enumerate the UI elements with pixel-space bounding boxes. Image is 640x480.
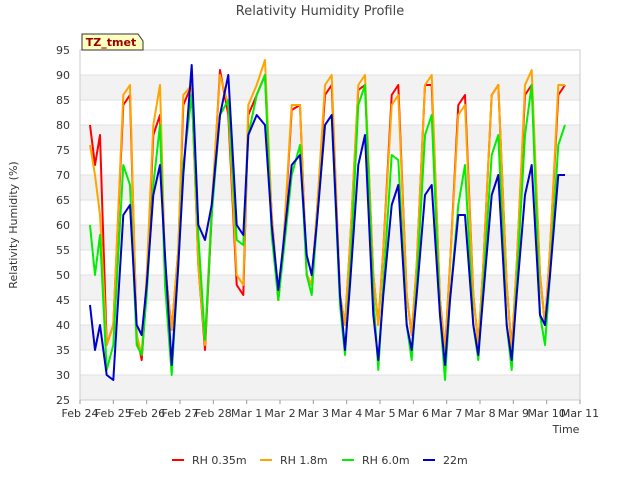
x-tick-label: Mar 2 xyxy=(264,407,295,420)
legend-entry: RH 0.35m xyxy=(192,454,247,467)
legend-entry: RH 1.8m xyxy=(280,454,328,467)
y-tick-label: 45 xyxy=(56,294,70,307)
x-tick-label: Mar 5 xyxy=(364,407,395,420)
y-tick-label: 75 xyxy=(56,144,70,157)
y-tick-label: 55 xyxy=(56,244,70,257)
site-badge-label: TZ_tmet xyxy=(86,36,136,49)
chart-title: Relativity Humidity Profile xyxy=(236,4,404,19)
series-line-22m xyxy=(89,64,565,381)
x-tick-label: Feb 25 xyxy=(95,407,132,420)
site-badge: TZ_tmet xyxy=(81,33,144,51)
x-tick-label: Feb 26 xyxy=(128,407,165,420)
y-tick-label: 95 xyxy=(56,44,70,57)
y-axis-ticks: 25 30 35 40 45 50 55 60 65 70 75 80 85 90 95 xyxy=(56,44,70,407)
x-tick-label: Mar 4 xyxy=(331,407,362,420)
y-tick-label: 50 xyxy=(56,269,70,282)
x-tick-label: Mar 6 xyxy=(398,407,429,420)
y-tick-label: 65 xyxy=(56,194,70,207)
x-tick-label: Mar 3 xyxy=(298,407,329,420)
y-tick-label: 60 xyxy=(56,219,70,232)
series-lines xyxy=(89,59,566,381)
x-tick-label: Mar 9 xyxy=(498,407,529,420)
legend-entry: RH 6.0m xyxy=(362,454,410,467)
x-tick-label: Mar 8 xyxy=(464,407,495,420)
y-tick-label: 25 xyxy=(56,394,70,407)
y-tick-label: 40 xyxy=(56,319,70,332)
grid-band xyxy=(80,375,580,400)
x-tick-label: Mar 1 xyxy=(231,407,262,420)
plot-frame xyxy=(79,49,581,401)
x-tick-label: Mar 10 xyxy=(528,407,566,420)
grid-band xyxy=(80,325,580,350)
y-tick-label: 80 xyxy=(56,119,70,132)
grid-band xyxy=(80,275,580,300)
y-axis-label: Relativity Humidity (%) xyxy=(7,161,20,288)
x-tick-label: Feb 27 xyxy=(162,407,199,420)
x-axis-label: Time xyxy=(552,423,580,436)
x-tick-label: Feb 28 xyxy=(195,407,232,420)
legend-entry: 22m xyxy=(443,454,468,467)
y-tick-label: 70 xyxy=(56,169,70,182)
y-tick-label: 35 xyxy=(56,344,70,357)
site-badge-box xyxy=(81,33,144,51)
y-tick-label: 90 xyxy=(56,69,70,82)
x-tick-label: Mar 7 xyxy=(431,407,462,420)
x-tick-label: Mar 11 xyxy=(561,407,599,420)
y-tick-label: 30 xyxy=(56,369,70,382)
legend: RH 0.35m RH 1.8m RH 6.0m 22m xyxy=(172,454,468,467)
x-tick-label: Feb 24 xyxy=(62,407,99,420)
y-tick-label: 85 xyxy=(56,94,70,107)
